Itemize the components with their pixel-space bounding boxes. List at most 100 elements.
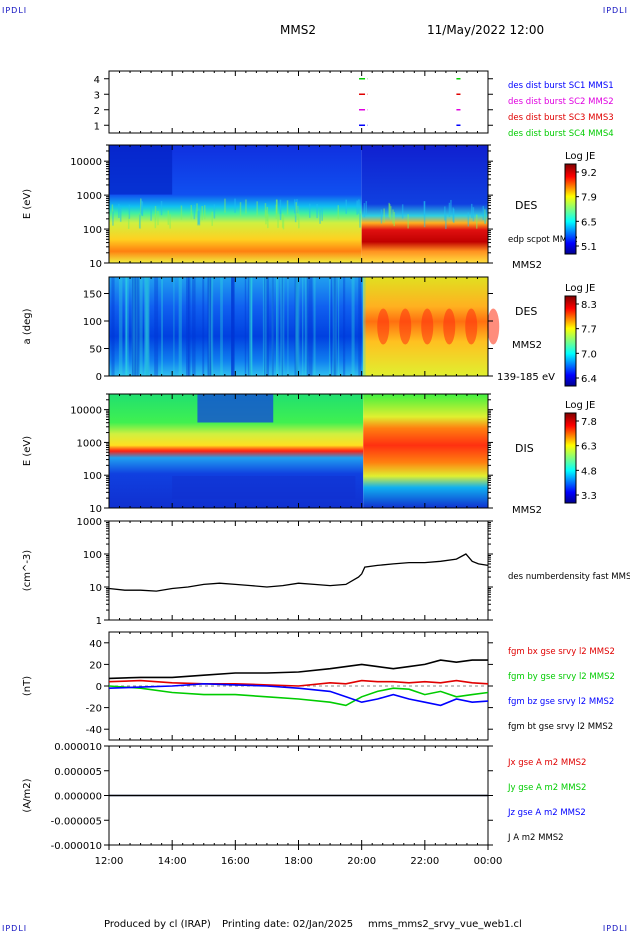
current-legend: Jx gse A m2 MMS2 <box>507 758 586 768</box>
des-energy-streak <box>193 205 196 220</box>
des-energy-streak <box>319 209 321 224</box>
pitch-angle-streak <box>281 277 284 376</box>
bfield-tick-label: 0 <box>96 682 102 693</box>
pitch-angle-streak <box>173 277 175 376</box>
burst-tick-label: 2 <box>94 106 100 117</box>
burst-tick-label: 4 <box>94 75 100 86</box>
pitch-angle-streak <box>306 277 309 376</box>
pitch-angle-colorbar-title: Log JE <box>565 283 595 294</box>
des-energy-streak <box>423 201 426 216</box>
pitch-angle-streak <box>294 277 298 376</box>
pitch-angle-colorbar-tick-label: 7.7 <box>581 325 597 336</box>
pitch-angle-streak <box>276 277 278 376</box>
des-energy-streak <box>150 206 152 221</box>
pitch-angle-sc-label: MMS2 <box>512 340 542 351</box>
x-tick-label: 22:00 <box>410 856 439 867</box>
des-energy-colorbar-bar <box>564 163 577 255</box>
pitch-angle-streak <box>132 277 136 376</box>
pitch-angle-streak <box>287 277 289 376</box>
des-energy-streak <box>139 214 141 229</box>
pitch-angle-hotspot <box>443 308 456 345</box>
pitch-angle-streak <box>144 277 148 376</box>
pitch-angle-streak <box>146 277 148 376</box>
dis-energy-tick-label: 10000 <box>70 406 102 417</box>
des-energy-streak <box>383 208 385 223</box>
pitch-angle-streak <box>280 277 285 376</box>
des-energy-streak <box>180 205 183 220</box>
bfield-tick-label: -40 <box>86 725 102 736</box>
pitch-angle-streak <box>266 277 269 376</box>
pitch-angle-streak <box>295 277 299 376</box>
pitch-angle-streak <box>334 277 337 376</box>
des-energy-streak <box>389 204 391 219</box>
des-energy-streak <box>282 215 285 230</box>
pitch-angle-streak <box>361 277 366 376</box>
burst-panel-frame <box>108 70 489 134</box>
des-energy-streak <box>190 205 193 220</box>
des-energy-streak <box>321 206 323 221</box>
des-energy-streak <box>277 213 279 228</box>
pitch-angle-colorbar-tick-label: 8.3 <box>581 300 597 311</box>
pitch-angle-streak <box>146 277 150 376</box>
pitch-angle-streak <box>220 277 223 376</box>
burst-legend-entry: des dist burst SC2 MMS2 <box>508 97 614 107</box>
pitch-angle-streak <box>145 277 149 376</box>
pitch-angle-streak <box>154 277 159 376</box>
density-tick-label: 1000 <box>77 517 102 528</box>
des-energy-colorbar-tick-label: 7.9 <box>581 193 597 204</box>
des-energy-streak <box>295 202 298 217</box>
corner-logo-top-left: IPDLI <box>2 6 28 15</box>
pitch-angle-streak <box>145 277 149 376</box>
pitch-angle-streak <box>118 277 123 376</box>
pitch-angle-streak <box>244 277 247 376</box>
current-tick-label: 0.000005 <box>54 767 102 778</box>
pitch-angle-streak <box>304 277 308 376</box>
des-energy-colorbar-title: Log JE <box>565 151 595 162</box>
des-energy-colorbar-tick-label: 5.1 <box>581 242 597 253</box>
des-energy-streak <box>265 210 267 225</box>
pitch-angle-streak <box>358 277 362 376</box>
bfield-legend: fgm bz gse srvy l2 MMS2 <box>508 697 614 707</box>
burst-legend-entry: des dist burst SC4 MMS4 <box>508 129 614 139</box>
bfield-line <box>108 685 489 707</box>
bfield-line <box>108 659 488 680</box>
des-energy-streak <box>224 198 226 213</box>
des-energy-streak <box>482 205 485 221</box>
pitch-angle-streak <box>309 277 313 376</box>
datetime-title: 11/May/2022 12:00 <box>427 23 545 37</box>
pitch-angle-streak <box>139 277 143 376</box>
footer-printing-date: Printing date: 02/Jan/2025 <box>222 919 354 930</box>
dis-energy-colorbar-tick-label: 3.3 <box>581 491 597 502</box>
pitch-angle-streak <box>276 277 279 376</box>
current-tick-label: 0.000010 <box>54 742 102 753</box>
corner-logo-top-right: IPDLI <box>602 6 628 15</box>
dis-energy-tick-label: 100 <box>83 471 102 482</box>
des-energy-tick-label: 100 <box>83 225 102 236</box>
des-energy-streak <box>234 198 236 213</box>
dis-energy-sc-label: MMS2 <box>512 505 542 516</box>
des-energy-tick-label: 10000 <box>70 157 102 168</box>
pitch-angle-colorbar-tick-label: 7.0 <box>581 349 597 360</box>
density-tick-label: 1 <box>96 616 102 627</box>
des-energy-streak <box>476 214 478 229</box>
des-energy-streak <box>213 204 216 219</box>
density-tick-label: 10 <box>89 583 102 594</box>
des-energy-streak <box>128 204 131 219</box>
pitch-angle-streak <box>126 277 129 376</box>
des-energy-streak <box>286 200 289 215</box>
footer-filename: mms_mms2_srvy_vue_web1.cl <box>368 919 522 930</box>
des-energy-streak <box>467 212 470 227</box>
des-energy-streak <box>393 211 395 227</box>
des-energy-streak <box>245 199 247 214</box>
pitch-angle-streak <box>185 277 190 376</box>
bfield-line <box>108 679 489 687</box>
current-legend: J A m2 MMS2 <box>507 833 564 843</box>
des-energy-streak <box>275 199 278 214</box>
des-energy-streak <box>279 205 282 221</box>
des-energy-streak <box>167 210 170 225</box>
density-tick-label: 100 <box>83 550 102 561</box>
des-energy-colorbar-tick-label: 9.2 <box>581 168 597 179</box>
pitch-angle-streak <box>210 277 214 376</box>
bfield-legend: fgm bx gse srvy l2 MMS2 <box>508 647 615 657</box>
